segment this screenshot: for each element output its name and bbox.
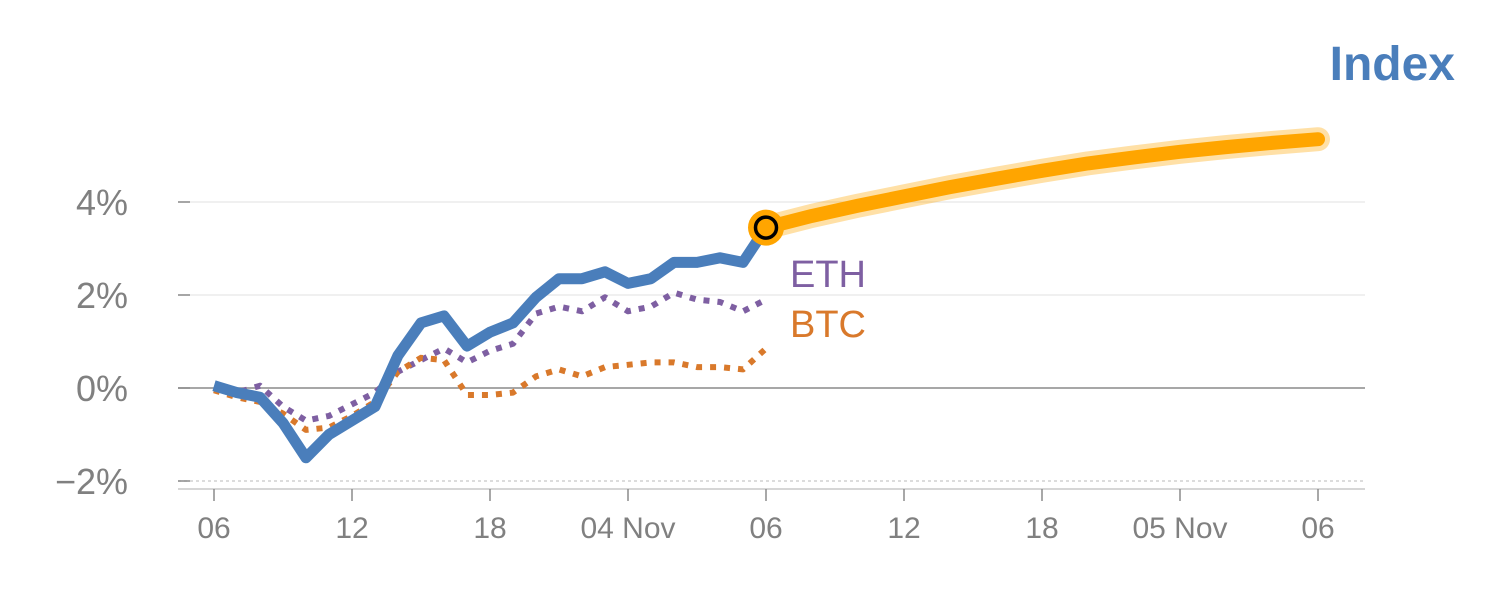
axes: 4% 2% 0% −2% 06 12 18 04 Nov 06 12 18 05 Nov 06 [55, 182, 1365, 545]
x-tick-label: 12 [335, 512, 368, 545]
series-label-eth: ETH [790, 254, 866, 296]
series-label-btc: BTC [790, 304, 866, 346]
y-tick-label: 2% [76, 275, 128, 316]
x-tick-label: 06 [197, 512, 230, 545]
x-tick-label: 06 [749, 512, 782, 545]
chart-title: Index [1330, 38, 1456, 91]
y-tick-label: 4% [76, 182, 128, 223]
x-tick-label: 12 [887, 512, 920, 545]
index-line [212, 224, 771, 464]
btc-line [213, 346, 769, 433]
eth-line [213, 289, 768, 424]
x-tick-label: 04 Nov [580, 512, 675, 545]
forecast-line [759, 132, 1325, 235]
y-tick-label: −2% [55, 461, 128, 502]
x-tick-label: 18 [1025, 512, 1058, 545]
series-lines [212, 127, 1330, 464]
series-labels: ETH BTC [790, 254, 866, 346]
x-tick-label: 05 Nov [1132, 512, 1227, 545]
x-tick-label: 06 [1301, 512, 1334, 545]
y-tick-label: 0% [76, 368, 128, 409]
x-tick-label: 18 [473, 512, 506, 545]
current-point-inner [753, 215, 779, 240]
current-point-marker [748, 209, 784, 246]
